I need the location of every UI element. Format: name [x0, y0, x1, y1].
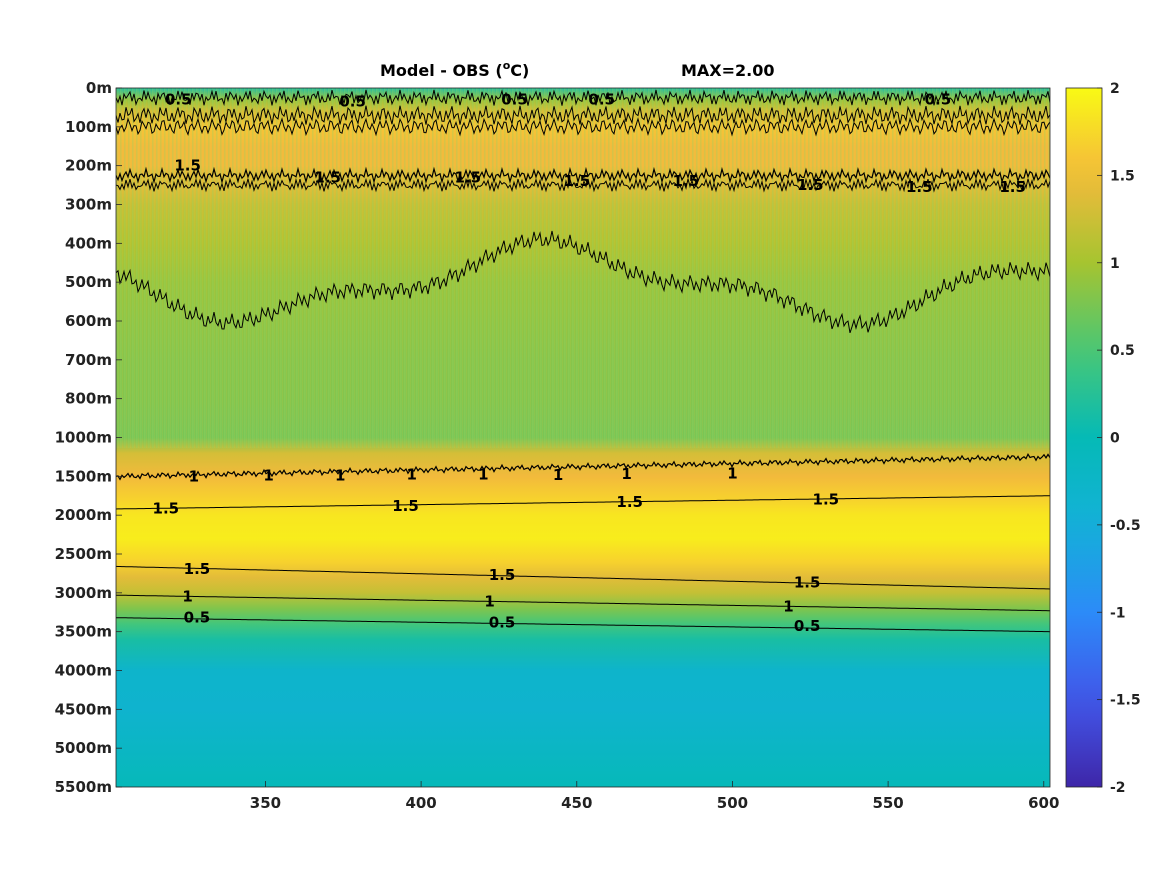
contour-0p5-surface	[116, 89, 1050, 107]
colorbar-tick-label: -0.5	[1110, 518, 1141, 534]
x-tick-label: 600	[1028, 794, 1059, 812]
contour-1p5-250m	[116, 177, 1050, 193]
contour-label: 1.5	[174, 157, 201, 175]
y-tick-label: 5000m	[55, 739, 112, 757]
contour-label: 1.5	[489, 566, 516, 584]
contour-label: 0.5	[794, 617, 821, 635]
y-tick-label: 2500m	[55, 545, 112, 563]
y-tick-label: 4500m	[55, 700, 112, 718]
contour-label: 1.5	[794, 574, 821, 592]
x-axis: 350 400 450 500 550 600	[250, 781, 1059, 812]
contour-label: 1.5	[153, 500, 180, 518]
contour-label: 0.5	[588, 91, 615, 109]
y-tick-label: 700m	[65, 351, 112, 369]
y-tick-label: 400m	[65, 234, 112, 252]
contour-label: 1.5	[392, 497, 419, 515]
contour-label: 1.5	[563, 172, 590, 190]
x-tick-label: 350	[250, 794, 281, 812]
contour-label: 1	[553, 466, 563, 484]
contour-1-shallow	[116, 105, 1050, 126]
y-tick-label: 5500m	[55, 778, 112, 796]
x-tick-label: 550	[872, 794, 903, 812]
x-tick-label: 500	[717, 794, 748, 812]
contour-label: 1	[783, 597, 793, 615]
contour-label: 0.5	[165, 91, 192, 109]
contour-label: 1	[189, 467, 199, 485]
contour-label: 1.5	[616, 493, 643, 511]
contour-1-1500m	[116, 453, 1050, 481]
contour-1p5-200m	[116, 166, 1050, 185]
y-tick-label: 100m	[65, 118, 112, 136]
colorbar-tick-label: 0.5	[1110, 343, 1135, 359]
contour-0p5-3350m	[116, 617, 1050, 633]
contour-lines	[116, 89, 1050, 633]
y-tick-label: 3500m	[55, 623, 112, 641]
colorbar-tick-label: -1.5	[1110, 693, 1141, 709]
contour-label: 1	[478, 465, 488, 483]
colorbar-tick-label: 1.5	[1110, 168, 1135, 184]
x-tick-label: 400	[405, 794, 436, 812]
contour-label: 1.5	[672, 172, 699, 190]
contour-1-500m	[116, 230, 1050, 334]
y-tick-label: 4000m	[55, 662, 112, 680]
y-tick-label: 600m	[65, 312, 112, 330]
contour-label: 1	[182, 587, 192, 605]
contour-1p5-2700m	[116, 565, 1050, 590]
contour-label: 1.5	[797, 176, 824, 194]
contour-label: 1.5	[184, 560, 211, 578]
y-tick-label: 1500m	[55, 467, 112, 485]
y-tick-label: 300m	[65, 196, 112, 214]
y-tick-label: 2000m	[55, 506, 112, 524]
contour-label: 1.5	[813, 491, 840, 509]
colorbar-tick-label: 2	[1110, 81, 1120, 97]
x-tick-label: 450	[561, 794, 592, 812]
max-label: MAX=2.00	[681, 61, 775, 80]
contour-label: 0.5	[489, 613, 516, 631]
heatmap-noise-band	[116, 88, 1050, 448]
contour-label: 1	[621, 465, 631, 483]
contour-labels: 1 1 1 1 1 1 1 11.5 1.5 1.5 1.51.5 1.5 1.51 1 10.5 0.5 0.…	[153, 91, 1026, 636]
contour-label: 1.5	[455, 168, 482, 186]
contour-label: 1	[407, 465, 417, 483]
colorbar-ticks: 2 1.5 1 0.5 0 -0.5 -1 -1.5 -2	[1097, 81, 1141, 796]
y-tick-label: 800m	[65, 390, 112, 408]
contour-1p5-1900m	[116, 495, 1050, 510]
y-tick-label: 3000m	[55, 584, 112, 602]
colorbar-tick-label: -2	[1110, 780, 1126, 796]
colorbar-tick-label: 0	[1110, 431, 1120, 447]
y-tick-label: 0m	[86, 79, 112, 97]
colorbar	[1065, 87, 1103, 788]
contour-label: 0.5	[184, 609, 211, 627]
contour-label: 0.5	[925, 91, 952, 109]
contour-label: 1	[335, 467, 345, 485]
contour-label: 1	[727, 465, 737, 483]
contour-label: 1	[263, 467, 273, 485]
contour-label: 1	[484, 592, 494, 610]
contour-label: 0.5	[339, 93, 366, 111]
colorbar-tick-label: 1	[1110, 256, 1120, 272]
contour-label: 1.5	[314, 168, 341, 186]
plot-area: 1 1 1 1 1 1 1 11.5 1.5 1.5 1.51.5 1.5 1.51 1 10.5 0.5 0.…	[116, 88, 1050, 787]
contour-label: 0.5	[501, 91, 528, 109]
y-axis: 0m 100m 200m 300m 400m 500m 600m 700m 800m 1000m 1…	[55, 79, 122, 796]
y-tick-label: 200m	[65, 157, 112, 175]
colorbar-tick-label: -1	[1110, 605, 1126, 621]
contour-label: 1.5	[906, 178, 933, 196]
contour-1p5-shallow	[116, 117, 1050, 137]
contour-label: 1.5	[999, 178, 1026, 196]
y-tick-label: 1000m	[55, 429, 112, 447]
chart-title: Model - OBS (oC)	[380, 59, 529, 80]
y-tick-label: 500m	[65, 273, 112, 291]
contour-1-3050m	[116, 594, 1050, 612]
